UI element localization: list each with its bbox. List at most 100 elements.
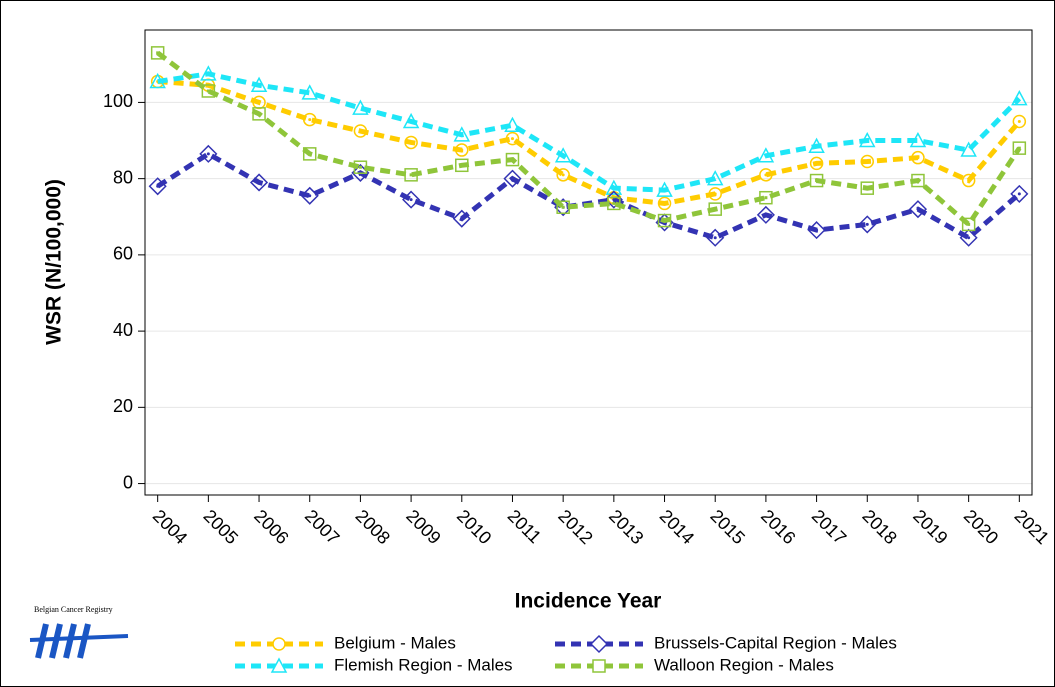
marker-dot: [510, 137, 514, 141]
marker-dot: [865, 159, 869, 163]
marker: [657, 213, 672, 228]
y-tick-label: 60: [113, 244, 133, 264]
marker: [1011, 90, 1028, 106]
marker: [1012, 141, 1027, 155]
marker: [911, 173, 925, 188]
logo: Belgian Cancer Registry: [29, 605, 129, 659]
legend-label: Brussels-Capital Region - Males: [654, 633, 897, 652]
marker: [808, 137, 825, 153]
marker-dot: [612, 198, 616, 202]
marker: [504, 116, 521, 133]
marker-dot: [916, 179, 920, 183]
legend-marker: [272, 637, 286, 651]
marker: [556, 200, 570, 214]
series-line: [157, 71, 1022, 193]
marker: [1012, 114, 1027, 129]
y-axis-label: WSR (N/100,000): [43, 179, 66, 345]
marker-dot: [358, 129, 362, 133]
marker: [556, 168, 570, 182]
marker-dot: [916, 207, 920, 211]
marker-dot: [257, 100, 261, 104]
marker: [605, 179, 623, 195]
plot-frame: [144, 29, 1033, 496]
marker-dot: [510, 177, 514, 181]
legend-marker: [589, 634, 609, 654]
marker-dot: [713, 192, 717, 196]
marker: [250, 76, 268, 93]
marker-dot: [967, 222, 971, 226]
marker: [809, 173, 824, 188]
marker-dot: [257, 112, 261, 116]
marker: [503, 169, 522, 188]
marker: [150, 46, 165, 60]
marker: [505, 131, 520, 146]
marker-dot: [1017, 192, 1021, 196]
marker-dot: [409, 173, 413, 177]
marker: [402, 112, 420, 129]
marker: [756, 205, 775, 224]
marker-dot: [815, 179, 819, 183]
marker-dot: [967, 236, 971, 240]
legend-label: Belgium - Males: [334, 633, 456, 652]
marker: [860, 181, 875, 195]
marker-dot: [865, 186, 869, 190]
marker: [961, 217, 976, 232]
marker: [708, 202, 722, 216]
marker: [706, 228, 725, 247]
marker-dot: [916, 156, 920, 160]
marker-dot: [612, 201, 616, 205]
y-tick-label: 20: [113, 396, 133, 416]
marker-dot: [460, 163, 464, 167]
marker: [249, 173, 269, 192]
marker: [960, 141, 977, 157]
marker-dot: [561, 205, 565, 209]
marker-dot: [713, 236, 717, 240]
marker: [455, 143, 469, 157]
marker: [200, 65, 217, 81]
marker: [302, 112, 317, 127]
marker-dot: [156, 184, 160, 188]
marker: [961, 173, 976, 188]
marker: [911, 150, 925, 165]
legend-item: Walloon Region - Males: [555, 655, 834, 674]
marker-dot: [764, 173, 768, 177]
marker-dot: [663, 201, 667, 205]
marker: [455, 158, 469, 173]
marker-dot: [561, 173, 565, 177]
marker: [301, 84, 318, 100]
marker-dot: [764, 213, 768, 217]
marker: [252, 107, 266, 121]
marker-dot: [308, 152, 312, 156]
marker: [908, 200, 928, 219]
marker-dot: [358, 165, 362, 169]
marker: [607, 196, 621, 211]
marker-dot: [663, 219, 667, 223]
marker: [404, 168, 418, 182]
marker: [201, 84, 216, 98]
marker: [859, 131, 876, 148]
marker-dot: [460, 217, 464, 221]
marker-dot: [713, 207, 717, 211]
marker: [860, 154, 875, 169]
marker: [706, 170, 724, 186]
marker: [554, 147, 572, 163]
legend-item: Flemish Region - Males: [235, 655, 513, 674]
marker: [353, 160, 368, 174]
series-line: [156, 50, 1022, 229]
logo-hatch: [29, 623, 129, 659]
legend-marker: [270, 657, 288, 673]
marker-dot: [865, 222, 869, 226]
marker: [453, 126, 471, 142]
marker: [759, 168, 773, 182]
marker-dot: [967, 179, 971, 183]
marker-dot: [409, 198, 413, 202]
marker: [353, 124, 368, 138]
marker: [1010, 184, 1029, 203]
marker: [909, 131, 927, 148]
logo-text: Belgian Cancer Registry: [34, 605, 113, 614]
marker: [807, 221, 826, 240]
series: [149, 65, 1028, 197]
legend-item: Brussels-Capital Region - Males: [555, 633, 897, 654]
marker-dot: [257, 180, 261, 184]
